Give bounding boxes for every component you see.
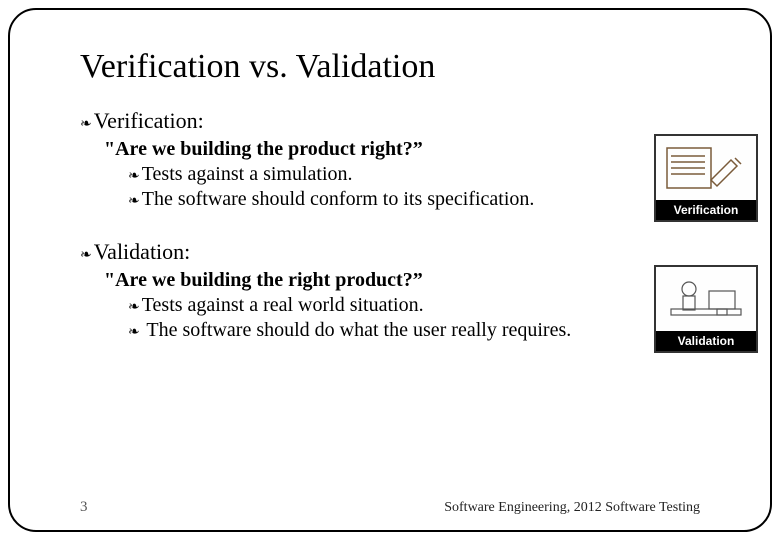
page-number: 3 <box>80 499 88 516</box>
figure-verification: Verification <box>654 134 758 222</box>
point: ❧Tests against a real world situation. <box>128 294 740 317</box>
heading-text: Verification: <box>94 108 204 133</box>
point: ❧ The software should do what the user r… <box>128 319 740 342</box>
point: ❧The software should conform to its spec… <box>128 188 740 211</box>
heading-validation: ❧Validation: <box>80 239 740 265</box>
person-desk-icon <box>656 267 756 331</box>
slide-title: Verification vs. Validation <box>80 48 740 86</box>
bullet-icon: ❧ <box>128 193 140 210</box>
point-text: Tests against a simulation. <box>142 163 353 185</box>
quote-validation: "Are we building the right product?” <box>104 269 740 292</box>
figure-validation: Validation <box>654 265 758 353</box>
bullet-icon: ❧ <box>128 299 140 316</box>
bullet-icon: ❧ <box>128 168 140 185</box>
hand-writing-icon <box>656 136 756 200</box>
point: ❧Tests against a simulation. <box>128 163 740 186</box>
figure-caption: Verification <box>656 200 756 220</box>
heading-verification: ❧Verification: <box>80 108 740 134</box>
slide-content: Verification vs. Validation ❧Verificatio… <box>80 48 740 490</box>
section-validation: ❧Validation: "Are we building the right … <box>80 239 740 342</box>
bullet-icon: ❧ <box>80 247 92 264</box>
heading-text: Validation: <box>94 239 191 264</box>
point-text: Tests against a real world situation. <box>142 294 424 316</box>
point-text: The software should conform to its speci… <box>142 188 535 210</box>
figure-caption: Validation <box>656 331 756 351</box>
quote-verification: "Are we building the product right?” <box>104 138 740 161</box>
bullet-icon: ❧ <box>128 324 140 341</box>
point-text: The software should do what the user rea… <box>142 319 572 341</box>
section-verification: ❧Verification: "Are we building the prod… <box>80 108 740 211</box>
footer-text: Software Engineering, 2012 Software Test… <box>444 500 700 516</box>
bullet-icon: ❧ <box>80 116 92 133</box>
